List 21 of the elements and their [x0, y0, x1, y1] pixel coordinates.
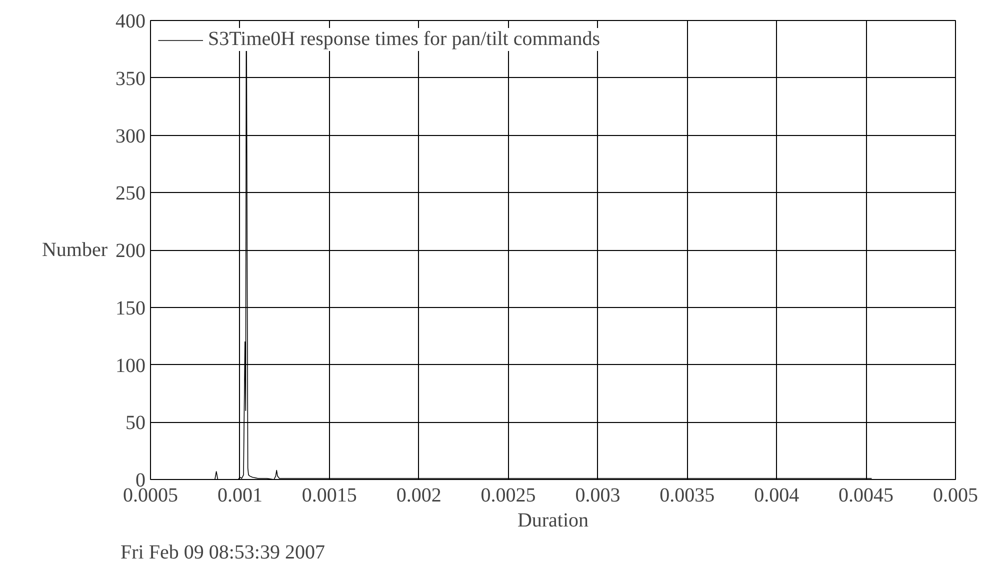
y-tick-label: 50: [126, 412, 146, 434]
x-tick-label: 0.004: [754, 484, 800, 506]
text: Fri Feb 09 08:53:39 2007: [120, 542, 325, 564]
x-tick-label: 0.0015: [302, 484, 357, 506]
x-tick-label: 0.0035: [660, 484, 715, 506]
x-axis-title: Duration: [517, 510, 589, 532]
y-tick-label: 250: [116, 182, 146, 205]
x-tick-label: 0.002: [396, 484, 442, 506]
legend-label: S3Time0H response times for pan/tilt commands: [208, 28, 600, 51]
x-tick-label: 0.003: [575, 484, 620, 506]
x-tick-label: 0.005: [933, 484, 978, 506]
y-tick-label: 350: [116, 68, 146, 90]
y-tick-label: 300: [116, 125, 146, 148]
y-axis-title: Number: [42, 239, 108, 261]
y-tick-label: 400: [116, 10, 146, 32]
y-tick-label: 150: [116, 297, 146, 320]
x-tick-label: 0.0045: [838, 484, 894, 506]
y-tick-label: 200: [116, 240, 146, 262]
x-tick-label: 0.0025: [480, 484, 536, 506]
y-tick-label: 100: [116, 354, 146, 377]
x-tick-label: 0.001: [217, 484, 262, 506]
